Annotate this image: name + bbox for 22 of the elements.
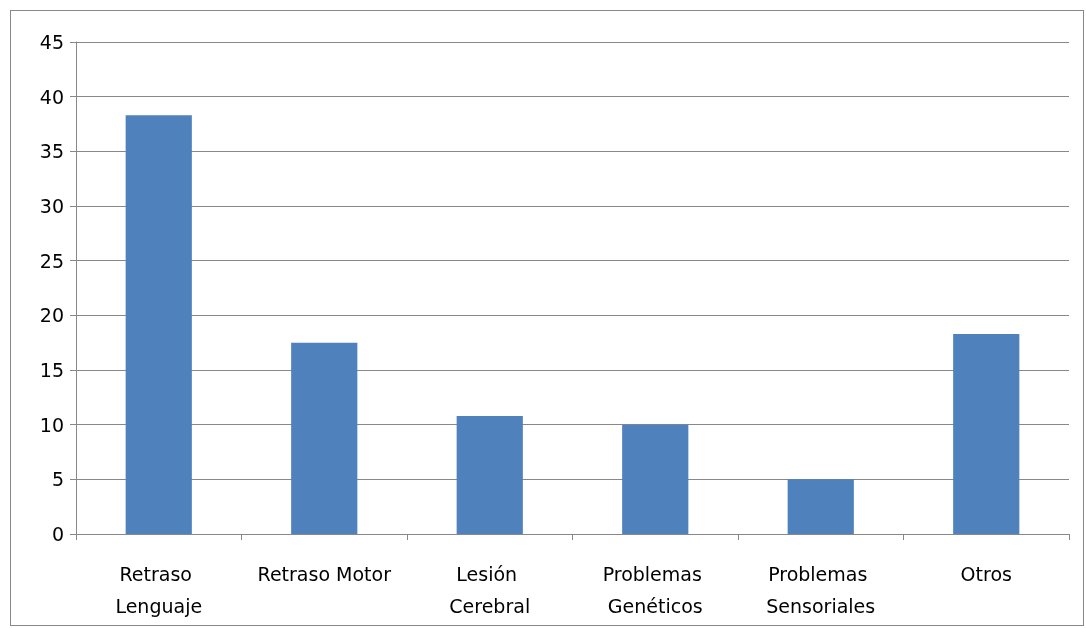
x-tick-label: Problemas Sensoriales [766,563,876,617]
bar [456,415,523,534]
x-tick-label: Otros [960,563,1012,585]
bar [125,115,192,534]
y-tick-label: 5 [51,468,64,491]
y-tick-label: 15 [39,359,64,381]
y-tick-label: 10 [39,413,64,436]
bar [787,479,854,534]
bar [622,424,689,534]
x-tick-label: Retraso Lenguaje [115,563,203,617]
y-tick-label: 20 [39,304,64,327]
x-tick-label: Problemas Genéticos [602,563,708,617]
bar [291,342,358,534]
y-tick-label: 40 [39,85,64,108]
y-tick-label: 30 [39,195,64,217]
x-tick-label: Retraso Motor [257,563,392,585]
y-tick-label: 35 [39,140,64,163]
y-tick-label: 25 [39,249,64,272]
x-tick-label: Lesión Cerebral [449,563,531,617]
y-tick-label: 45 [39,31,64,53]
bar [953,333,1020,534]
y-tick-label: 0 [51,523,64,545]
